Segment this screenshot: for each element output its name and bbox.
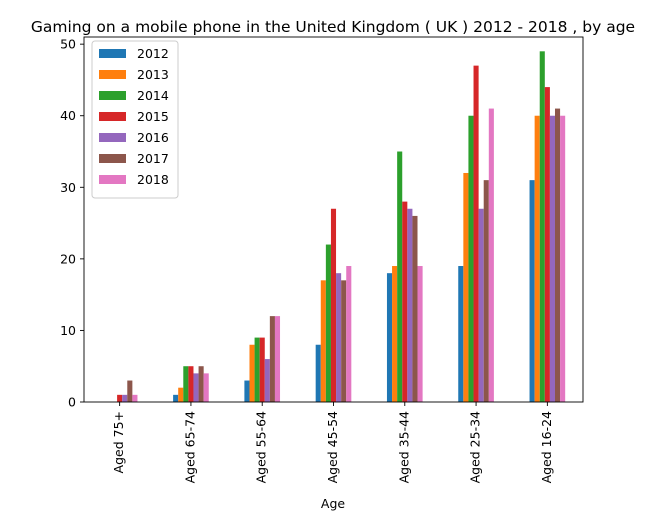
legend-label-2016: 2016: [137, 130, 169, 145]
x-tick-label: Aged 75+: [111, 411, 126, 473]
bar-2014-aged-16-24: [539, 51, 545, 403]
legend: 2012 2013 2014 2015 2016 2017 2018: [91, 40, 179, 199]
bar-2013-aged-25-34: [463, 172, 469, 402]
bar-2016-aged-45-54: [336, 273, 342, 402]
y-tick-label: 50: [60, 37, 76, 52]
bar-2014-aged-35-44: [397, 151, 403, 402]
x-tick-label: Aged 25-34: [468, 411, 483, 483]
legend-label-2015: 2015: [137, 109, 169, 124]
legend-swatch-2016: [99, 133, 126, 142]
y-tick-label: 40: [60, 108, 76, 123]
y-tick-label: 10: [60, 323, 76, 338]
bar-2013-aged-35-44: [392, 266, 398, 402]
bar-2017-aged-65-74: [198, 366, 204, 402]
legend-label-2018: 2018: [137, 172, 169, 187]
bar-2015-aged-16-24: [544, 87, 550, 402]
bar-2017-aged-55-64: [269, 316, 275, 402]
bar-2018-aged-16-24: [560, 115, 566, 402]
bar-2013-aged-55-64: [249, 344, 255, 402]
bar-2014-aged-65-74: [183, 366, 189, 402]
bar-2016-aged-65-74: [193, 373, 199, 402]
legend-swatch-2013: [99, 70, 126, 79]
bar-2017-aged-25-34: [483, 180, 489, 402]
bar-2012-aged-55-64: [244, 380, 250, 402]
chart-title: Gaming on a mobile phone in the United K…: [31, 18, 635, 36]
bar-2012-aged-16-24: [529, 180, 535, 402]
bar-2014-aged-25-34: [468, 115, 474, 402]
bar-2017-aged-75-: [127, 380, 133, 402]
x-tick-label: Aged 65-74: [182, 411, 197, 483]
bar-2013-aged-45-54: [320, 280, 326, 402]
legend-label-2017: 2017: [137, 151, 169, 166]
bar-2018-aged-65-74: [203, 373, 209, 402]
bar-2015-aged-35-44: [402, 201, 408, 402]
bar-2012-aged-25-34: [458, 266, 464, 402]
legend-swatch-2018: [99, 175, 126, 184]
bar-2015-aged-55-64: [259, 337, 265, 402]
legend-swatch-2012: [99, 49, 126, 58]
legend-swatch-2017: [99, 154, 126, 163]
bar-2018-aged-35-44: [417, 266, 423, 402]
bar-2016-aged-16-24: [549, 115, 555, 402]
bar-2015-aged-45-54: [330, 208, 337, 402]
bar-2018-aged-25-34: [488, 108, 494, 402]
bar-2015-aged-25-34: [473, 65, 479, 402]
y-tick-label: 20: [60, 251, 76, 266]
bar-2013-aged-16-24: [534, 115, 540, 402]
x-axis-label: Age: [321, 496, 345, 511]
bar-2016-aged-55-64: [264, 359, 270, 402]
bar-2017-aged-16-24: [554, 108, 561, 402]
y-tick-label: 0: [68, 395, 76, 410]
bar-2017-aged-35-44: [412, 215, 418, 402]
bar-2012-aged-35-44: [386, 273, 393, 402]
legend-label-2013: 2013: [137, 67, 169, 82]
bar-2012-aged-45-54: [315, 344, 321, 402]
bar-2015-aged-75-: [117, 394, 123, 402]
bar-2016-aged-35-44: [407, 208, 413, 402]
x-tick-label: Aged 55-64: [254, 411, 269, 483]
bars-layer: [117, 51, 566, 403]
bar-2014-aged-45-54: [325, 244, 331, 402]
x-tick-label: Aged 16-24: [539, 411, 554, 483]
legend-label-2014: 2014: [137, 88, 169, 103]
bar-2015-aged-65-74: [188, 366, 194, 402]
x-tick-label: Aged 35-44: [396, 411, 411, 483]
bar-2016-aged-25-34: [478, 208, 484, 402]
bar-2016-aged-75-: [122, 394, 128, 402]
bar-2017-aged-45-54: [341, 280, 347, 402]
bar-2018-aged-45-54: [346, 266, 352, 402]
bar-2018-aged-75-: [132, 394, 138, 402]
bar-2018-aged-55-64: [274, 316, 281, 402]
legend-swatch-2015: [99, 112, 126, 121]
bar-2014-aged-55-64: [254, 337, 260, 402]
x-tick-label: Aged 45-54: [325, 411, 340, 483]
y-tick-label: 30: [60, 180, 76, 195]
legend-label-2012: 2012: [137, 46, 169, 61]
bar-2013-aged-65-74: [178, 387, 184, 402]
bar-2012-aged-65-74: [173, 394, 179, 402]
legend-swatch-2014: [99, 91, 126, 100]
axes-layer: 0 10 20 30 40 50 Aged 75+ Aged 65-74 Aged 55-64 A…: [60, 36, 584, 483]
